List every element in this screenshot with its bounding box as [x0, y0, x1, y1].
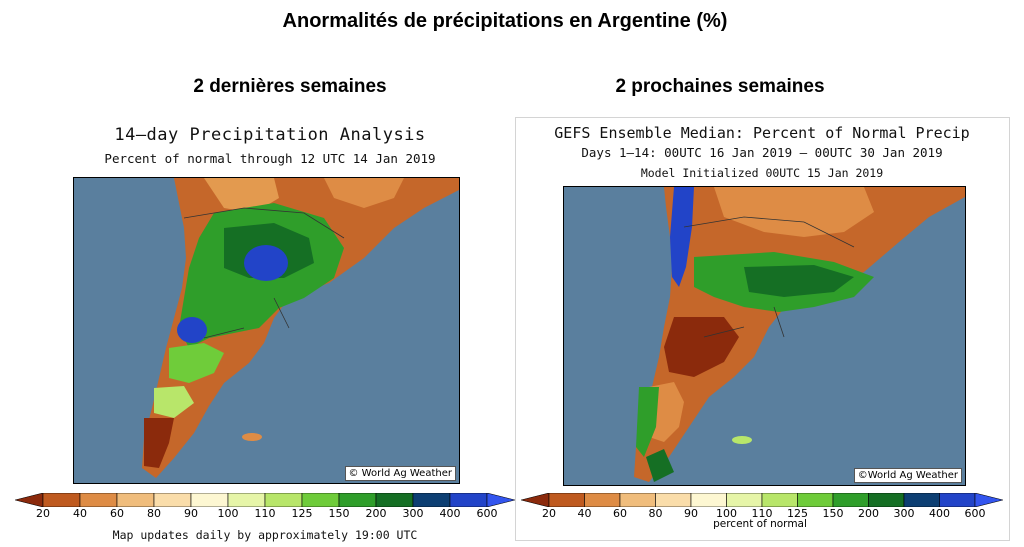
colorbar-segment — [761, 492, 798, 508]
right-map: ©World Ag Weather — [563, 186, 966, 486]
colorbar-segment — [79, 492, 118, 508]
right-map-title: GEFS Ensemble Median: Percent of Normal … — [554, 124, 970, 142]
colorbar-tick-label: 40 — [73, 507, 87, 520]
right-map-subtitle: Days 1–14: 00UTC 16 Jan 2019 – 00UTC 30 … — [581, 145, 943, 160]
colorbar-tick-label: 20 — [542, 507, 556, 520]
colorbar-segment — [375, 492, 414, 508]
colorbar-tick-label: 600 — [476, 507, 498, 520]
colorbar-arrow-low — [14, 492, 44, 508]
right-model-init: Model Initialized 00UTC 15 Jan 2019 — [640, 166, 884, 180]
colorbar-tick-label: 200 — [365, 507, 387, 520]
colorbar-arrow-high — [974, 492, 1004, 508]
left-map: © World Ag Weather — [73, 177, 460, 484]
colorbar-tick-label: 125 — [787, 507, 808, 520]
colorbar-tick-label: 200 — [858, 507, 879, 520]
colorbar-tick-label: 150 — [822, 507, 844, 520]
colorbar-tick-label: 150 — [328, 507, 350, 520]
colorbar-tick-label: 40 — [577, 507, 592, 520]
colorbar-segment — [264, 492, 303, 508]
colorbar-tick-label: 90 — [684, 507, 698, 520]
right-colorbar-ticks: 20 40 60 80 90 100 110 125 150 200 300 400 600 — [521, 507, 1003, 521]
right-credit: ©World Ag Weather — [853, 468, 962, 483]
colorbar-tick-label: 125 — [291, 507, 313, 520]
colorbar-segment — [868, 492, 905, 508]
right-colorbar — [520, 492, 1004, 508]
left-colorbar-ticks: 20 40 60 80 90 100 110 125 150 200 300 400 600 — [15, 507, 515, 521]
colorbar-tick-label: 400 — [439, 507, 461, 520]
colorbar-tick-label: 400 — [929, 507, 950, 520]
colorbar-segment — [301, 492, 340, 508]
colorbar-segment — [726, 492, 763, 508]
left-map-subtitle: Percent of normal through 12 UTC 14 Jan … — [104, 151, 436, 166]
colorbar-tick-label: 100 — [217, 507, 239, 520]
colorbar-arrow-high — [486, 492, 516, 508]
colorbar-segment — [227, 492, 266, 508]
colorbar-tick-label: 20 — [36, 507, 50, 520]
left-map-graphic — [142, 178, 459, 478]
colorbar-segment — [338, 492, 377, 508]
colorbar-tick-label: 110 — [254, 507, 276, 520]
colorbar-segment — [190, 492, 229, 508]
colorbar-segment — [832, 492, 869, 508]
right-map-graphic — [634, 187, 965, 482]
right-colorbar-graphic — [520, 492, 1004, 508]
colorbar-segment — [797, 492, 834, 508]
colorbar-segment — [655, 492, 692, 508]
colorbar-segment — [412, 492, 451, 508]
colorbar-segment — [116, 492, 155, 508]
left-credit: © World Ag Weather — [344, 466, 456, 481]
colorbar-tick-label: 80 — [147, 507, 161, 520]
colorbar-segment — [619, 492, 656, 508]
colorbar-tick-label: 90 — [184, 507, 198, 520]
main-title: Anormalités de précipitations en Argenti… — [282, 10, 728, 32]
left-colorbar-graphic — [14, 492, 516, 508]
left-map-title: 14–day Precipitation Analysis — [114, 125, 426, 145]
left-section-title: 2 dernières semaines — [193, 76, 387, 97]
colorbar-arrow-low — [520, 492, 550, 508]
colorbar-tick-label: 300 — [402, 507, 424, 520]
colorbar-segment — [903, 492, 940, 508]
right-section-title: 2 prochaines semaines — [615, 76, 825, 97]
colorbar-tick-label: 600 — [964, 507, 986, 520]
colorbar-tick-label: 110 — [751, 507, 773, 520]
left-colorbar — [14, 492, 516, 508]
colorbar-tick-label: 300 — [893, 507, 915, 520]
colorbar-segment — [548, 492, 585, 508]
colorbar-segment — [939, 492, 976, 508]
colorbar-segment — [449, 492, 488, 508]
colorbar-segment — [153, 492, 192, 508]
colorbar-segment — [584, 492, 621, 508]
left-footer: Map updates daily by approximately 19:00… — [112, 528, 418, 542]
colorbar-tick-label: 100 — [716, 507, 737, 520]
colorbar-segment — [42, 492, 81, 508]
right-footer: percent of normal — [713, 518, 807, 530]
colorbar-tick-label: 60 — [613, 507, 627, 520]
colorbar-segment — [690, 492, 727, 508]
colorbar-tick-label: 80 — [648, 507, 663, 520]
colorbar-tick-label: 60 — [110, 507, 124, 520]
